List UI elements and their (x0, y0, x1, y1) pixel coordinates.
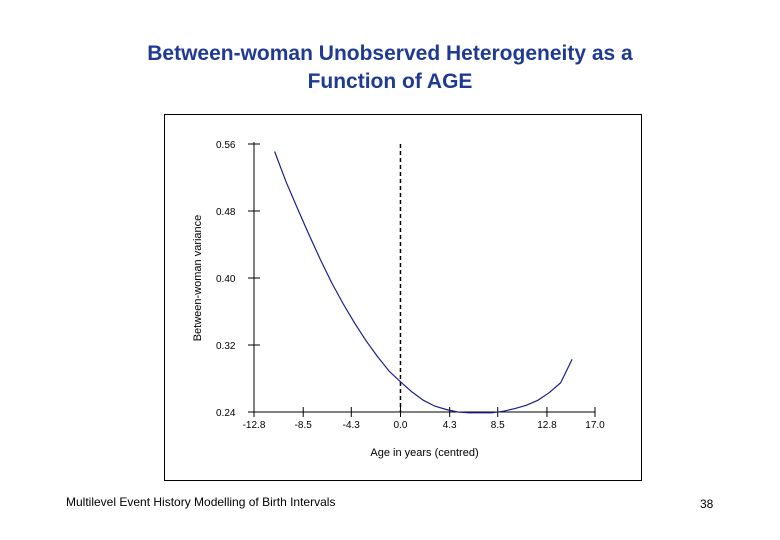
page-number: 38 (700, 497, 714, 511)
y-tick-label: 0.56 (216, 140, 236, 151)
y-tick-label: 0.40 (216, 274, 236, 285)
x-tick-label: -12.8 (243, 420, 266, 431)
x-tick-label: 4.3 (443, 420, 457, 431)
footer-text: Multilevel Event History Modelling of Bi… (66, 495, 336, 509)
y-tick-label: 0.48 (216, 207, 236, 218)
chart-frame: -12.8 -8.5 -4.3 0.0 4.3 8.5 12.8 17.0 0.24 0.32 0.… (164, 114, 642, 481)
x-axis-title: Age in years (centred) (370, 447, 478, 459)
y-tick-label: 0.32 (216, 341, 236, 352)
x-tick-label: 8.5 (491, 420, 505, 431)
x-tick-label: 0.0 (394, 420, 408, 431)
y-tick-label: 0.24 (216, 408, 236, 419)
x-tick-label: 17.0 (585, 420, 605, 431)
slide-title-line-1: Between-woman Unobserved Heterogeneity a… (147, 42, 633, 65)
variance-curve (274, 151, 573, 414)
variance-chart: -12.8 -8.5 -4.3 0.0 4.3 8.5 12.8 17.0 0.24 0.32 0.… (192, 140, 605, 459)
slide-title-line-2: Function of AGE (307, 70, 473, 93)
x-tick-label: -4.3 (343, 420, 361, 431)
y-axis-title: Between-woman variance (192, 215, 204, 342)
slide-title: Between-woman Unobserved Heterogeneity a… (60, 40, 720, 96)
x-tick-label: 12.8 (537, 420, 557, 431)
x-tick-label: -8.5 (295, 420, 313, 431)
